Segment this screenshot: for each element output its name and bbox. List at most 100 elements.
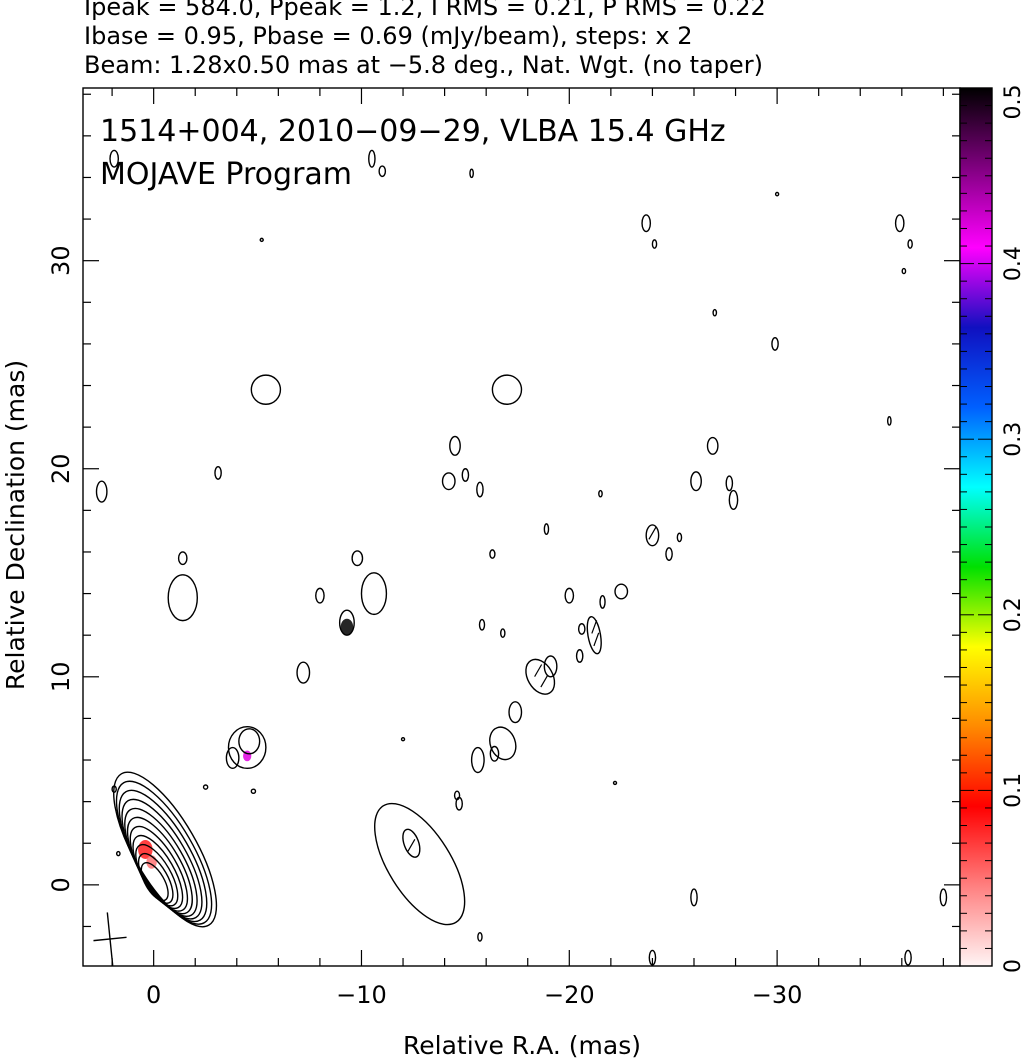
contour-feature: [712, 308, 718, 317]
contour-feature: [250, 374, 282, 405]
contour-feature: [907, 239, 913, 249]
contour-feature: [214, 465, 222, 480]
contour-feature: [886, 416, 892, 426]
y-axis-label: Relative Declination (mas): [1, 360, 30, 690]
contour-feature: [461, 468, 470, 482]
y-tick-label: 20: [47, 453, 75, 484]
contour-feature: [478, 618, 486, 631]
y-tick-label: 0: [47, 877, 75, 892]
contour-feature: [489, 549, 496, 559]
contour-feature: [599, 594, 606, 609]
contour-feature: [577, 623, 586, 635]
contour-feature: [489, 726, 517, 761]
contour-feature: [225, 746, 240, 770]
contour-feature: [774, 191, 780, 197]
contour-feature: [455, 796, 463, 811]
contour-feature: [469, 168, 474, 179]
contour-feature: [177, 551, 188, 566]
x-axis-label: Relative R.A. (mas): [403, 1031, 641, 1060]
contour-feature: [525, 658, 556, 695]
contour-feature: [296, 661, 311, 684]
contour-feature: [612, 780, 618, 786]
chart-subtitle: MOJAVE Program: [100, 157, 352, 192]
contour-feature: [402, 828, 421, 858]
x-tick-label: −30: [752, 981, 803, 1009]
x-tick-label: −10: [336, 981, 387, 1009]
contour-feature: [904, 949, 912, 966]
axis-ticks: 0 −10 −20 −30 0 10 20 30: [47, 88, 960, 1009]
contour-feature: [894, 214, 905, 233]
contour-feature: [400, 737, 406, 742]
contour-layer: [93, 149, 948, 966]
pol-vector: [591, 620, 598, 634]
contour-feature: [368, 149, 376, 168]
contour-feature: [614, 583, 629, 600]
contour-feature: [95, 480, 108, 503]
y-tick-label: 30: [47, 245, 75, 276]
contour-feature: [449, 435, 461, 456]
contour-feature: [676, 532, 683, 543]
contour-feature: [378, 165, 387, 178]
contour-feature: [315, 587, 325, 604]
contour-feature: [725, 475, 734, 492]
colorbar-tick-label: 0.3: [1001, 422, 1022, 457]
contour-feature: [115, 850, 121, 857]
pol-vector: [534, 664, 543, 677]
colorbar-tick-label: 0.4: [1001, 246, 1022, 281]
contour-feature: [477, 932, 483, 942]
contour-feature: [238, 728, 261, 755]
contour-feature: [598, 489, 603, 498]
contour-feature: [227, 726, 267, 770]
contour-feature: [351, 550, 364, 567]
contour-feature: [470, 746, 485, 774]
contour-feature: [586, 616, 602, 655]
colorbar-tick-label: 0.2: [1001, 597, 1022, 632]
contour-feature: [651, 239, 658, 249]
contour-feature: [575, 649, 584, 663]
x-tick-label: 0: [146, 981, 161, 1009]
core-contour: [113, 771, 218, 928]
x-tick-label: −20: [544, 981, 595, 1009]
contour-feature: [645, 524, 660, 547]
contour-feature: [564, 587, 575, 604]
contour-feature: [338, 609, 355, 636]
core-contour: [132, 834, 184, 910]
colorbar: 0 0.1 0.2 0.3 0.4 0.5: [959, 85, 1022, 973]
contour-feature: [250, 788, 257, 795]
pol-vector: [648, 526, 657, 540]
contour-feature: [491, 374, 523, 405]
header-line-3: Beam: 1.28x0.50 mas at −5.8 deg., Nat. W…: [84, 51, 763, 79]
core-contour: [126, 816, 193, 915]
contour-feature: [167, 574, 199, 622]
contour-feature: [641, 214, 652, 233]
contour-feature: [543, 523, 550, 535]
contour-feature: [901, 267, 907, 275]
header-line-1: Ipeak = 584.0, Ppeak = 1.2, I RMS = 0.21…: [84, 0, 766, 21]
colorbar-tick-label: 0.1: [1001, 773, 1022, 808]
pol-vector: [593, 632, 600, 647]
beam-marker: [93, 912, 127, 966]
contour-feature: [500, 628, 506, 638]
contour-feature: [690, 471, 702, 492]
contour-feature: [109, 149, 120, 168]
contour-feature: [706, 436, 719, 455]
y-tick-label: 10: [47, 662, 75, 693]
pol-color-patch: [340, 618, 354, 635]
contour-feature: [690, 888, 698, 907]
contour-feature: [939, 888, 948, 907]
colorbar-tick-label: 0: [1001, 959, 1022, 973]
plot-frame: [82, 87, 961, 967]
pol-vector: [540, 674, 549, 688]
contour-feature: [441, 472, 456, 491]
chart-title: 1514+004, 2010−09−29, VLBA 15.4 GHz: [100, 114, 726, 149]
contour-feature: [728, 489, 739, 511]
pol-vector: [407, 838, 416, 852]
header-line-2: Ibase = 0.95, Pbase = 0.69 (mJy/beam), s…: [84, 22, 693, 50]
core-contour: [140, 861, 169, 902]
colorbar-tick-label: 0.5: [1001, 85, 1022, 120]
contour-feature: [202, 784, 209, 790]
contour-feature: [543, 655, 558, 678]
contour-feature: [373, 802, 466, 926]
contour-feature: [360, 572, 388, 616]
